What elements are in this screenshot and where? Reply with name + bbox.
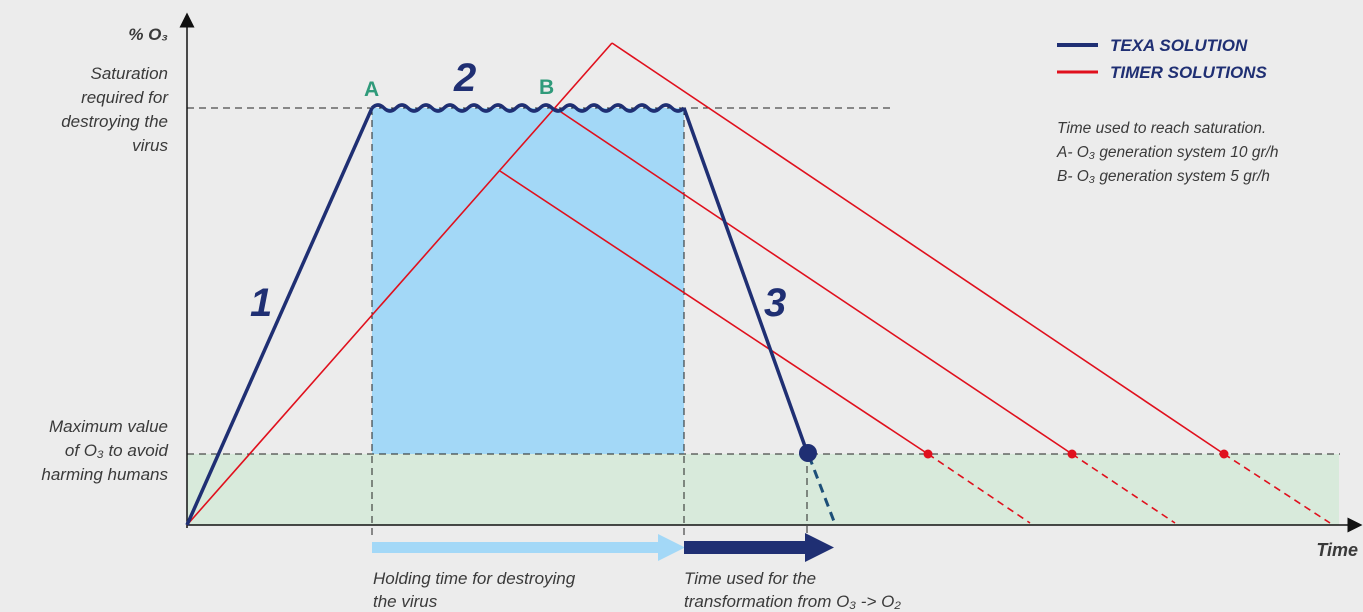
legend-texa-label: TEXA SOLUTION (1110, 36, 1248, 55)
x-axis-label: Time (1316, 540, 1358, 560)
timer-decay-line-3 (611, 42, 1225, 455)
saturation-label-line-2: required for (81, 88, 169, 107)
phase-3-label: 3 (764, 281, 786, 325)
transform-time-arrow (684, 533, 834, 562)
note-system-b: B- O₃ generation system 5 gr/h (1057, 168, 1270, 185)
saturation-note: Time used to reach saturation. A- O₃ gen… (1056, 120, 1279, 185)
timer-tail-2 (1071, 453, 1176, 524)
note-title: Time used to reach saturation. (1057, 120, 1266, 137)
timer-decay-line-2 (554, 107, 1073, 455)
max-safe-label-line-3: harming humans (41, 465, 168, 484)
timer-decay-line-1 (499, 170, 929, 455)
legend: TEXA SOLUTION TIMER SOLUTIONS (1057, 36, 1267, 82)
holding-time-caption: Holding time for destroying the virus (373, 569, 576, 611)
transform-caption-line-2: transformation from O₃ -> O₂ (684, 592, 901, 611)
phase-2-label: 2 (453, 56, 476, 100)
point-a-label: A (364, 78, 379, 101)
transform-caption-line-1: Time used for the (684, 569, 816, 588)
texa-decay-line (682, 107, 809, 453)
max-safe-label: Maximum value of O₃ to avoid harming hum… (41, 417, 168, 484)
saturation-label: Saturation required for destroying the v… (61, 64, 169, 155)
timer-safe-point-1 (923, 449, 933, 459)
note-system-a: A- O₃ generation system 10 gr/h (1056, 144, 1279, 161)
timer-solution-lines (186, 42, 1331, 526)
texa-tail (807, 455, 837, 525)
saturation-label-line-1: Saturation (91, 64, 169, 83)
texa-solution-line (185, 103, 837, 526)
max-safe-label-line-1: Maximum value (49, 417, 168, 436)
holding-caption-line-1: Holding time for destroying (373, 569, 576, 588)
point-b-label: B (539, 76, 554, 99)
timer-safe-point-3 (1219, 449, 1229, 459)
timer-tail-1 (927, 453, 1031, 524)
transform-time-caption: Time used for the transformation from O₃… (684, 569, 901, 611)
y-axis-label: % O₃ (128, 25, 168, 44)
phase-1-label: 1 (250, 281, 272, 325)
legend-timer-label: TIMER SOLUTIONS (1110, 63, 1267, 82)
texa-rise-line (185, 107, 374, 526)
saturation-label-line-3: destroying the (61, 112, 168, 131)
max-safe-label-line-2: of O₃ to avoid (65, 441, 169, 460)
texa-holding-wave (370, 103, 686, 113)
timer-safe-point-2 (1067, 449, 1077, 459)
safe-zone (187, 454, 1339, 525)
texa-safe-point (799, 444, 817, 462)
saturation-label-line-4: virus (132, 136, 168, 155)
timer-rise-line (186, 42, 613, 526)
holding-caption-line-2: the virus (373, 592, 438, 611)
holding-time-arrow (372, 534, 685, 561)
holding-zone (372, 108, 684, 454)
timer-tail-3 (1223, 453, 1331, 524)
